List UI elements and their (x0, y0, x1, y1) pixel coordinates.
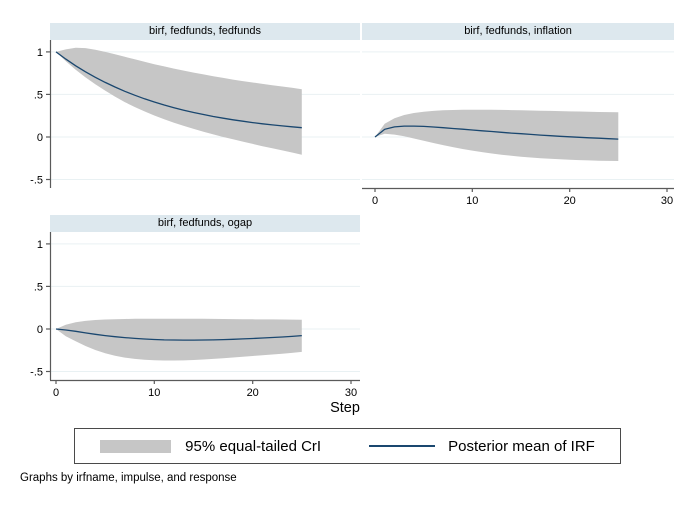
panel-title-fedfunds-inflation: birf, fedfunds, inflation (362, 23, 674, 40)
svg-text:10: 10 (148, 387, 160, 399)
svg-text:20: 20 (247, 387, 259, 399)
svg-text:0: 0 (37, 324, 43, 336)
graphs-by-note: Graphs by irfname, impulse, and response (20, 472, 237, 484)
irf-chart-fedfunds-inflation: 0 10 20 30 (362, 51, 674, 207)
svg-text:.5: .5 (34, 89, 43, 101)
ci-band-label: 95% equal-tailed CrI (185, 437, 322, 455)
panel-title-fedfunds-ogap: birf, fedfunds, ogap (50, 215, 360, 232)
ci-band-swatch (100, 439, 172, 453)
svg-text:20: 20 (564, 195, 576, 207)
svg-text:30: 30 (345, 387, 357, 399)
panel-title-fedfunds-fedfunds: birf, fedfunds, fedfunds (50, 23, 360, 40)
posterior-mean-line-swatch (369, 445, 436, 447)
svg-text:30: 30 (661, 195, 673, 207)
svg-text:0: 0 (53, 387, 59, 399)
panel-fedfunds-inflation: birf, fedfunds, inflation 0 10 20 30 (362, 23, 674, 207)
svg-text:10: 10 (466, 195, 478, 207)
svg-text:1: 1 (37, 239, 43, 251)
x-axis-title: Step (330, 400, 360, 416)
svg-text:-.5: -.5 (30, 367, 43, 379)
irf-chart-fedfunds-fedfunds: 1 .5 0 -.5 (30, 40, 360, 188)
posterior-mean-label: Posterior mean of IRF (448, 437, 595, 455)
irf-chart-fedfunds-ogap: 1 .5 0 -.5 0 10 20 30 (30, 232, 360, 399)
plot-area-fedfunds-fedfunds: 1 .5 0 -.5 (30, 40, 360, 188)
panel-fedfunds-ogap: birf, fedfunds, ogap 1 .5 0 -.5 0 10 20 30 (30, 215, 360, 399)
svg-text:.5: .5 (34, 281, 43, 293)
svg-text:1: 1 (37, 47, 43, 59)
plot-area-fedfunds-inflation: 0 10 20 30 (362, 40, 674, 207)
plot-area-fedfunds-ogap: 1 .5 0 -.5 0 10 20 30 (30, 232, 360, 399)
panel-fedfunds-fedfunds: birf, fedfunds, fedfunds 1 .5 0 -.5 (30, 23, 360, 188)
svg-text:0: 0 (372, 195, 378, 207)
svg-text:-.5: -.5 (30, 175, 43, 187)
legend-box: 95% equal-tailed CrI Posterior mean of I… (74, 428, 621, 464)
svg-text:0: 0 (37, 132, 43, 144)
